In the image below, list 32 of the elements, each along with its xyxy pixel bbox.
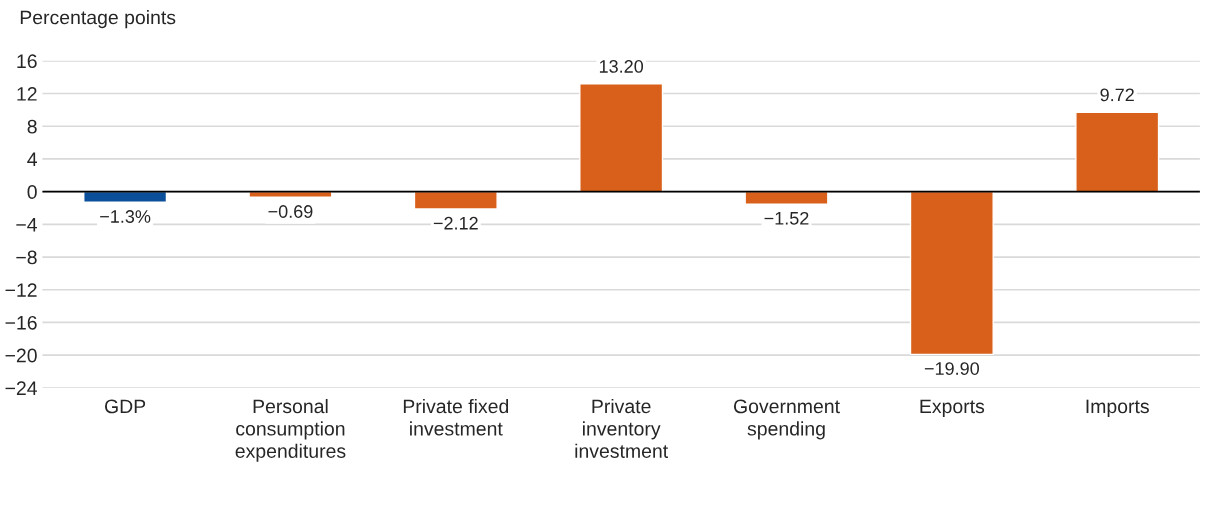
data-label: 9.72	[1100, 88, 1134, 102]
x-tick-label: Government spending	[733, 399, 840, 440]
x-tick-label: Private inventory investment	[575, 398, 669, 458]
bar	[909, 190, 994, 356]
y-tick-label: 4	[27, 152, 37, 166]
x-tick-label: Exports	[920, 399, 985, 418]
y-tick-label: −4	[16, 218, 37, 232]
y-tick-label: 0	[27, 185, 37, 199]
y-axis-title: Percentage points	[20, 10, 176, 29]
data-label: 13.20	[599, 60, 644, 73]
bar	[1075, 111, 1160, 193]
x-tick-label: Imports	[1086, 399, 1149, 418]
y-tick-label: 8	[27, 119, 37, 134]
data-label: −19.90	[924, 362, 980, 375]
bar	[579, 83, 664, 193]
y-tick-label: 12	[17, 87, 37, 101]
data-label: −0.69	[268, 205, 313, 218]
y-tick-label: 16	[17, 54, 37, 69]
y-tick-label: −16	[5, 315, 37, 330]
data-label: −1.52	[764, 211, 809, 225]
y-tick-label: −8	[16, 250, 37, 265]
bar	[744, 190, 829, 205]
y-tick-label: −24	[5, 381, 37, 395]
data-label: −1.3%	[100, 210, 151, 223]
y-tick-label: −20	[5, 348, 37, 363]
x-tick-label: Personal consumption expenditures	[235, 398, 346, 462]
data-label: −2.12	[433, 216, 478, 230]
y-tick-label: −12	[5, 283, 37, 297]
x-tick-label: Private fixed investment	[403, 398, 509, 436]
bar	[413, 190, 498, 210]
bar	[83, 190, 168, 203]
x-tick-label: GDP	[105, 399, 146, 414]
